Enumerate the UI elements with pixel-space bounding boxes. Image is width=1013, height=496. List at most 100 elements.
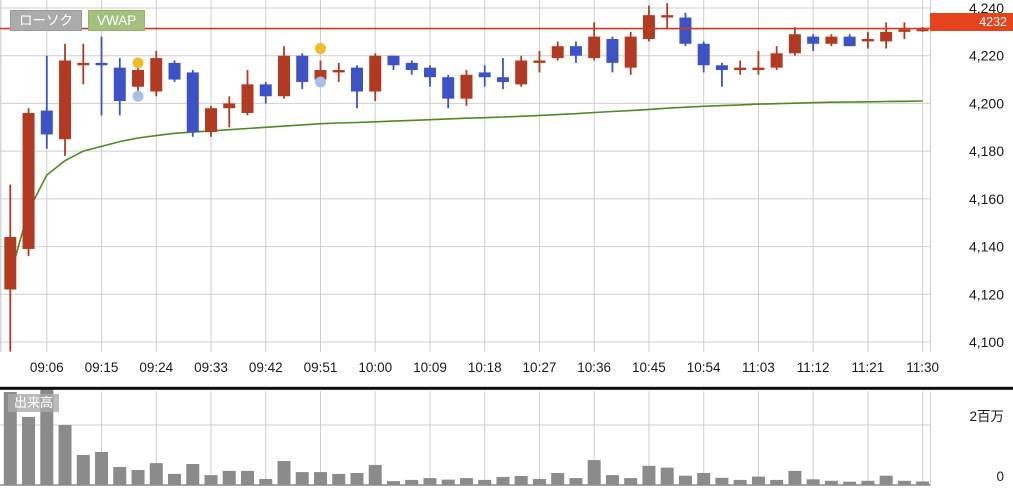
volume-bar <box>733 479 747 485</box>
time-tick-label: 10:18 <box>468 360 502 375</box>
candle-body <box>442 77 455 99</box>
candle-body <box>606 39 619 63</box>
candle-body <box>40 110 53 135</box>
volume-bars <box>3 389 930 485</box>
candlestick <box>916 27 929 32</box>
candlestick <box>405 60 418 75</box>
candlestick <box>442 74 455 109</box>
candlestick <box>241 70 254 116</box>
volume-bar <box>770 479 784 485</box>
candle-body <box>4 237 17 290</box>
candle-body <box>880 31 893 42</box>
volume-bar <box>405 479 419 485</box>
candlestick <box>843 34 856 47</box>
volume-bar <box>824 480 838 485</box>
volume-bar <box>332 473 346 485</box>
candle-body <box>77 62 90 66</box>
candle-body <box>296 55 309 82</box>
candle-body <box>624 36 637 68</box>
candle-body <box>22 112 35 249</box>
current-price-badge: 4232 <box>930 13 1013 31</box>
candlestick <box>661 3 674 30</box>
candlesticks <box>4 3 929 352</box>
volume-bar <box>624 478 638 485</box>
volume-bar <box>386 481 400 485</box>
candlestick <box>788 27 801 56</box>
candlestick <box>533 50 546 73</box>
candle-body <box>569 46 582 56</box>
volume-bar <box>350 473 364 485</box>
price-tick-label: 4,140 <box>969 239 1004 255</box>
volume-bar <box>241 470 255 485</box>
candle-body <box>205 108 218 133</box>
volume-bar <box>605 475 619 485</box>
candle-body <box>168 62 181 80</box>
candlestick <box>697 41 710 73</box>
candle-body <box>350 67 363 92</box>
candle-body <box>259 84 272 97</box>
candlestick <box>880 22 893 49</box>
time-tick-label: 09:06 <box>30 360 64 375</box>
trade-markers <box>132 43 326 102</box>
volume-bar <box>897 480 911 485</box>
candlestick <box>40 55 53 149</box>
candlestick <box>551 41 564 61</box>
volume-bar <box>642 465 656 485</box>
time-tick-label: 11:12 <box>797 360 830 375</box>
volume-bar <box>459 478 473 485</box>
candlestick <box>807 34 820 51</box>
volume-bar <box>113 467 127 485</box>
volume-bar <box>751 476 765 485</box>
candle-body <box>697 43 710 66</box>
candlestick <box>59 43 72 156</box>
vwap-line <box>9 100 923 276</box>
candle-body <box>332 70 345 73</box>
legend-vwap-badge: VWAP <box>88 10 146 31</box>
price-tick-label: 4,240 <box>969 0 1004 16</box>
candle-wick <box>721 62 723 87</box>
trade-marker-yellow-icon <box>132 57 144 69</box>
candlestick <box>624 31 637 75</box>
volume-bar <box>222 470 236 485</box>
volume-bar <box>95 452 109 485</box>
candlestick <box>205 105 218 137</box>
time-tick-label: 10:36 <box>577 360 611 375</box>
trade-marker-blue-icon <box>132 90 144 102</box>
candle-body <box>551 46 564 59</box>
volume-bar <box>204 475 218 485</box>
pane-separator <box>0 386 1013 390</box>
candle-body <box>642 15 655 40</box>
candlestick <box>588 22 601 61</box>
candlestick <box>606 36 619 73</box>
volume-bar <box>368 464 382 485</box>
volume-bar <box>715 477 729 485</box>
time-axis-labels: 09:06 09:15 09:24 09:33 09:42 09:51 10:00 10:09… <box>30 360 939 375</box>
volume-bar <box>313 472 327 485</box>
time-tick-label: 10:09 <box>413 360 447 375</box>
candle-body <box>314 70 327 80</box>
volume-bar <box>806 479 820 485</box>
volume-axis: 2百万 0 <box>0 409 1004 486</box>
candle-wick <box>337 62 340 82</box>
candle-body <box>515 60 528 85</box>
volume-bar <box>551 473 565 485</box>
candlestick <box>515 55 528 87</box>
candle-body <box>898 29 911 32</box>
volume-bar <box>587 460 601 485</box>
time-tick-label: 09:51 <box>304 360 338 375</box>
time-tick-label: 11:03 <box>742 360 775 375</box>
volume-bar <box>58 425 72 485</box>
candlestick <box>752 50 765 75</box>
candlestick <box>350 65 363 109</box>
time-tick-label: 10:00 <box>358 360 392 375</box>
candle-body <box>132 70 145 87</box>
candle-body <box>423 67 436 78</box>
candle-body <box>186 72 199 133</box>
volume-bar <box>76 455 90 485</box>
volume-bar <box>22 416 36 485</box>
candle-body <box>113 67 126 102</box>
time-tick-label: 11:30 <box>906 360 939 375</box>
volume-bar <box>295 472 309 485</box>
price-tick-label: 4,160 <box>969 191 1004 207</box>
